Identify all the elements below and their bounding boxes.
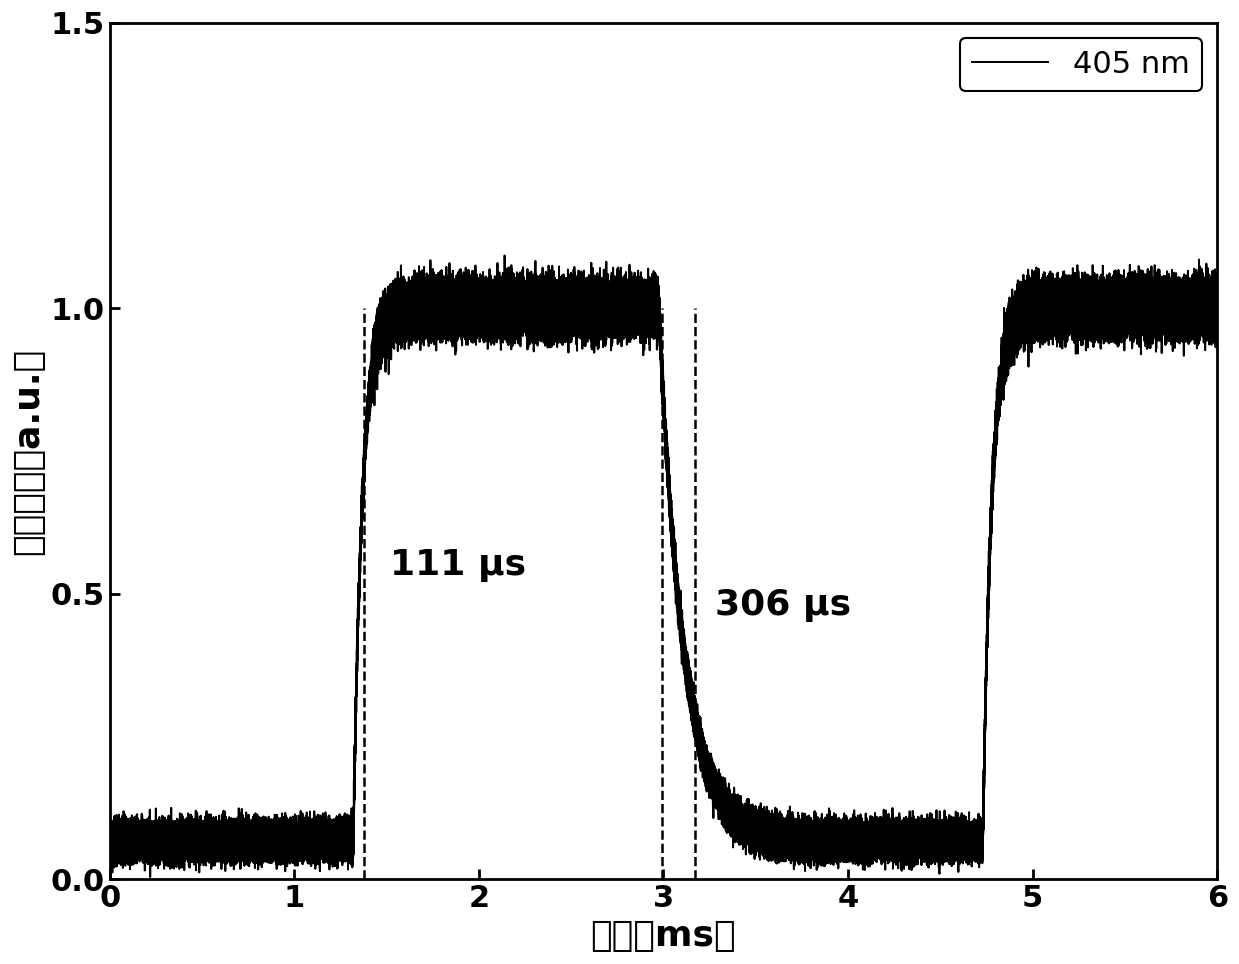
405 nm: [721, 790, 736, 802]
405 nm: [1209, 320, 1224, 332]
X-axis label: 时间（ms）: 时间（ms）: [591, 919, 736, 952]
Y-axis label: 响应速度（a.u.）: 响应速度（a.u.）: [11, 347, 45, 554]
Text: 306 μs: 306 μs: [715, 588, 851, 623]
405 nm: [142, 871, 157, 883]
405 nm: [783, 825, 798, 837]
405 nm: [497, 250, 512, 261]
405 nm: [944, 828, 959, 840]
405 nm: [564, 286, 579, 298]
Legend: 405 nm: 405 nm: [960, 38, 1202, 92]
405 nm: [103, 830, 118, 842]
405 nm: [1033, 290, 1048, 302]
Text: 111 μs: 111 μs: [390, 549, 527, 582]
405 nm: [1183, 309, 1198, 321]
Line: 405 nm: 405 nm: [110, 255, 1217, 877]
